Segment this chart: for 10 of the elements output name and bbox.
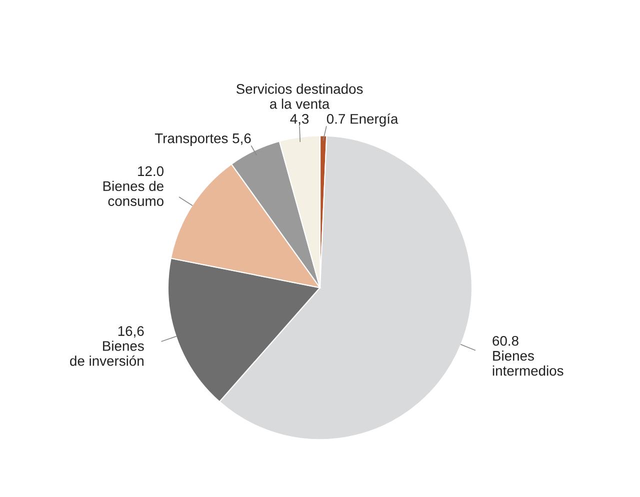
data-label: 4,3	[290, 114, 309, 126]
slice-label: Bienes intermedios	[492, 350, 564, 376]
slice-label: Bienes de inversión	[70, 340, 144, 366]
data-label: 16,6	[118, 326, 144, 338]
slice-label: Servicios destinados a la venta	[236, 84, 363, 109]
slice-label: Transportes 5,6	[154, 133, 251, 146]
slice-label: 0.7 Energía	[326, 113, 398, 127]
data-label: 60.8	[492, 336, 518, 346]
slice-label: Bienes de consumo	[103, 180, 164, 206]
data-label: 12.0	[138, 166, 164, 176]
